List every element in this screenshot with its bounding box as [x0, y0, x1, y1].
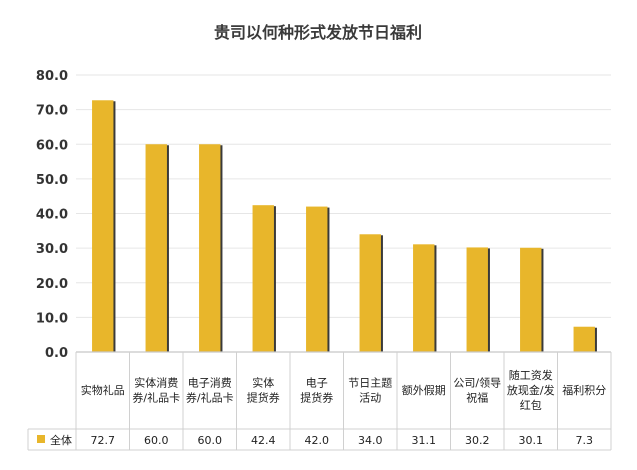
data-value-label: 42.0	[305, 434, 330, 447]
x-category-label: 福利积分	[562, 383, 606, 397]
data-value-label: 60.0	[144, 434, 169, 447]
x-category-label: 公司/领导祝福	[453, 377, 501, 405]
bar	[413, 244, 435, 352]
bar	[466, 247, 488, 352]
bar	[520, 247, 542, 352]
bar	[199, 144, 221, 352]
bar	[306, 206, 328, 352]
data-value-label: 30.2	[465, 434, 490, 447]
y-tick-label: 60.0	[36, 138, 68, 153]
y-tick-label: 70.0	[36, 104, 68, 119]
y-tick-label: 20.0	[36, 277, 68, 292]
x-category-label: 实物礼品	[81, 383, 125, 397]
y-axis-ticks: 0.0 10.0 20.0 30.0 40.0 50.0 60.0 70.0 80.0	[36, 69, 68, 361]
data-value-label: 7.3	[576, 434, 594, 447]
data-value-label: 72.7	[91, 434, 116, 447]
x-category-label: 电子提货券	[300, 377, 333, 405]
data-value-label: 60.0	[198, 434, 223, 447]
bar	[359, 234, 381, 352]
legend: 全体	[37, 433, 72, 447]
data-value-label: 34.0	[358, 434, 383, 447]
legend-series-name: 全体	[50, 433, 72, 447]
x-category-label: 节日主题活动	[348, 377, 392, 405]
bar	[92, 100, 114, 353]
x-category-label: 实体消费券/礼品卡	[132, 376, 180, 405]
legend-swatch	[37, 435, 45, 443]
x-category-label: 额外假期	[402, 383, 446, 397]
bar	[573, 326, 595, 352]
y-tick-label: 80.0	[36, 69, 68, 84]
x-category-label: 随工资发放现金/发红包	[507, 368, 555, 412]
data-table: 实物礼品实体消费券/礼品卡电子消费券/礼品卡实体提货券电子提货券节日主题活动额外…	[27, 351, 612, 451]
y-tick-label: 50.0	[36, 173, 68, 188]
data-value-label: 31.1	[412, 434, 437, 447]
data-value-label: 42.4	[251, 434, 276, 447]
y-tick-label: 10.0	[36, 311, 68, 326]
y-tick-label: 30.0	[36, 242, 68, 257]
bar	[252, 205, 274, 352]
data-value-label: 30.1	[519, 434, 544, 447]
x-category-label: 电子消费券/礼品卡	[186, 376, 234, 405]
y-tick-label: 0.0	[45, 346, 68, 361]
x-category-label: 实体提货券	[247, 376, 280, 405]
bars	[92, 100, 597, 353]
bar	[145, 144, 167, 352]
chart-title: 贵司以何种形式发放节日福利	[214, 23, 422, 42]
y-tick-label: 40.0	[36, 208, 68, 223]
